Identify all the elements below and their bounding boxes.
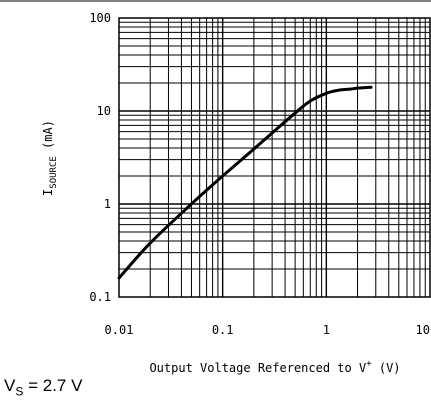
x-tick-label: 0.01 — [105, 323, 134, 337]
x-tick-label: 1 — [323, 323, 330, 337]
series-point — [253, 148, 255, 150]
plot-frame — [118, 17, 431, 298]
series-point — [356, 87, 358, 89]
series-point — [325, 92, 327, 94]
series-point — [118, 277, 120, 279]
x-tick-label: 0.1 — [212, 323, 234, 337]
y-tick-labels: 0.1 1 10 100 — [89, 11, 111, 304]
y-tick-label: 0.1 — [89, 290, 111, 304]
y-tick-label: 100 — [89, 11, 111, 25]
x-tick-label: 10.0 — [416, 323, 431, 337]
series-point — [149, 242, 151, 244]
series-point — [337, 89, 339, 91]
series-point — [294, 112, 296, 114]
x-axis-label: Output Voltage Referenced to V+ (V) — [149, 359, 400, 375]
x-tick-labels: 0.01 0.1 1 10.0 — [105, 323, 431, 337]
series-point — [271, 132, 273, 134]
y-axis-label: ISOURCE (mA) — [41, 120, 59, 196]
series-point — [349, 88, 351, 90]
supply-voltage-caption: VS = 2.7 V — [4, 376, 83, 399]
series-line-isource — [117, 85, 373, 280]
series-point — [221, 175, 223, 177]
grid — [119, 18, 430, 297]
series-point — [190, 203, 192, 205]
series-point — [309, 100, 311, 102]
y-tick-label: 10 — [97, 104, 111, 118]
y-tick-label: 1 — [104, 197, 111, 211]
series-point — [370, 86, 372, 88]
